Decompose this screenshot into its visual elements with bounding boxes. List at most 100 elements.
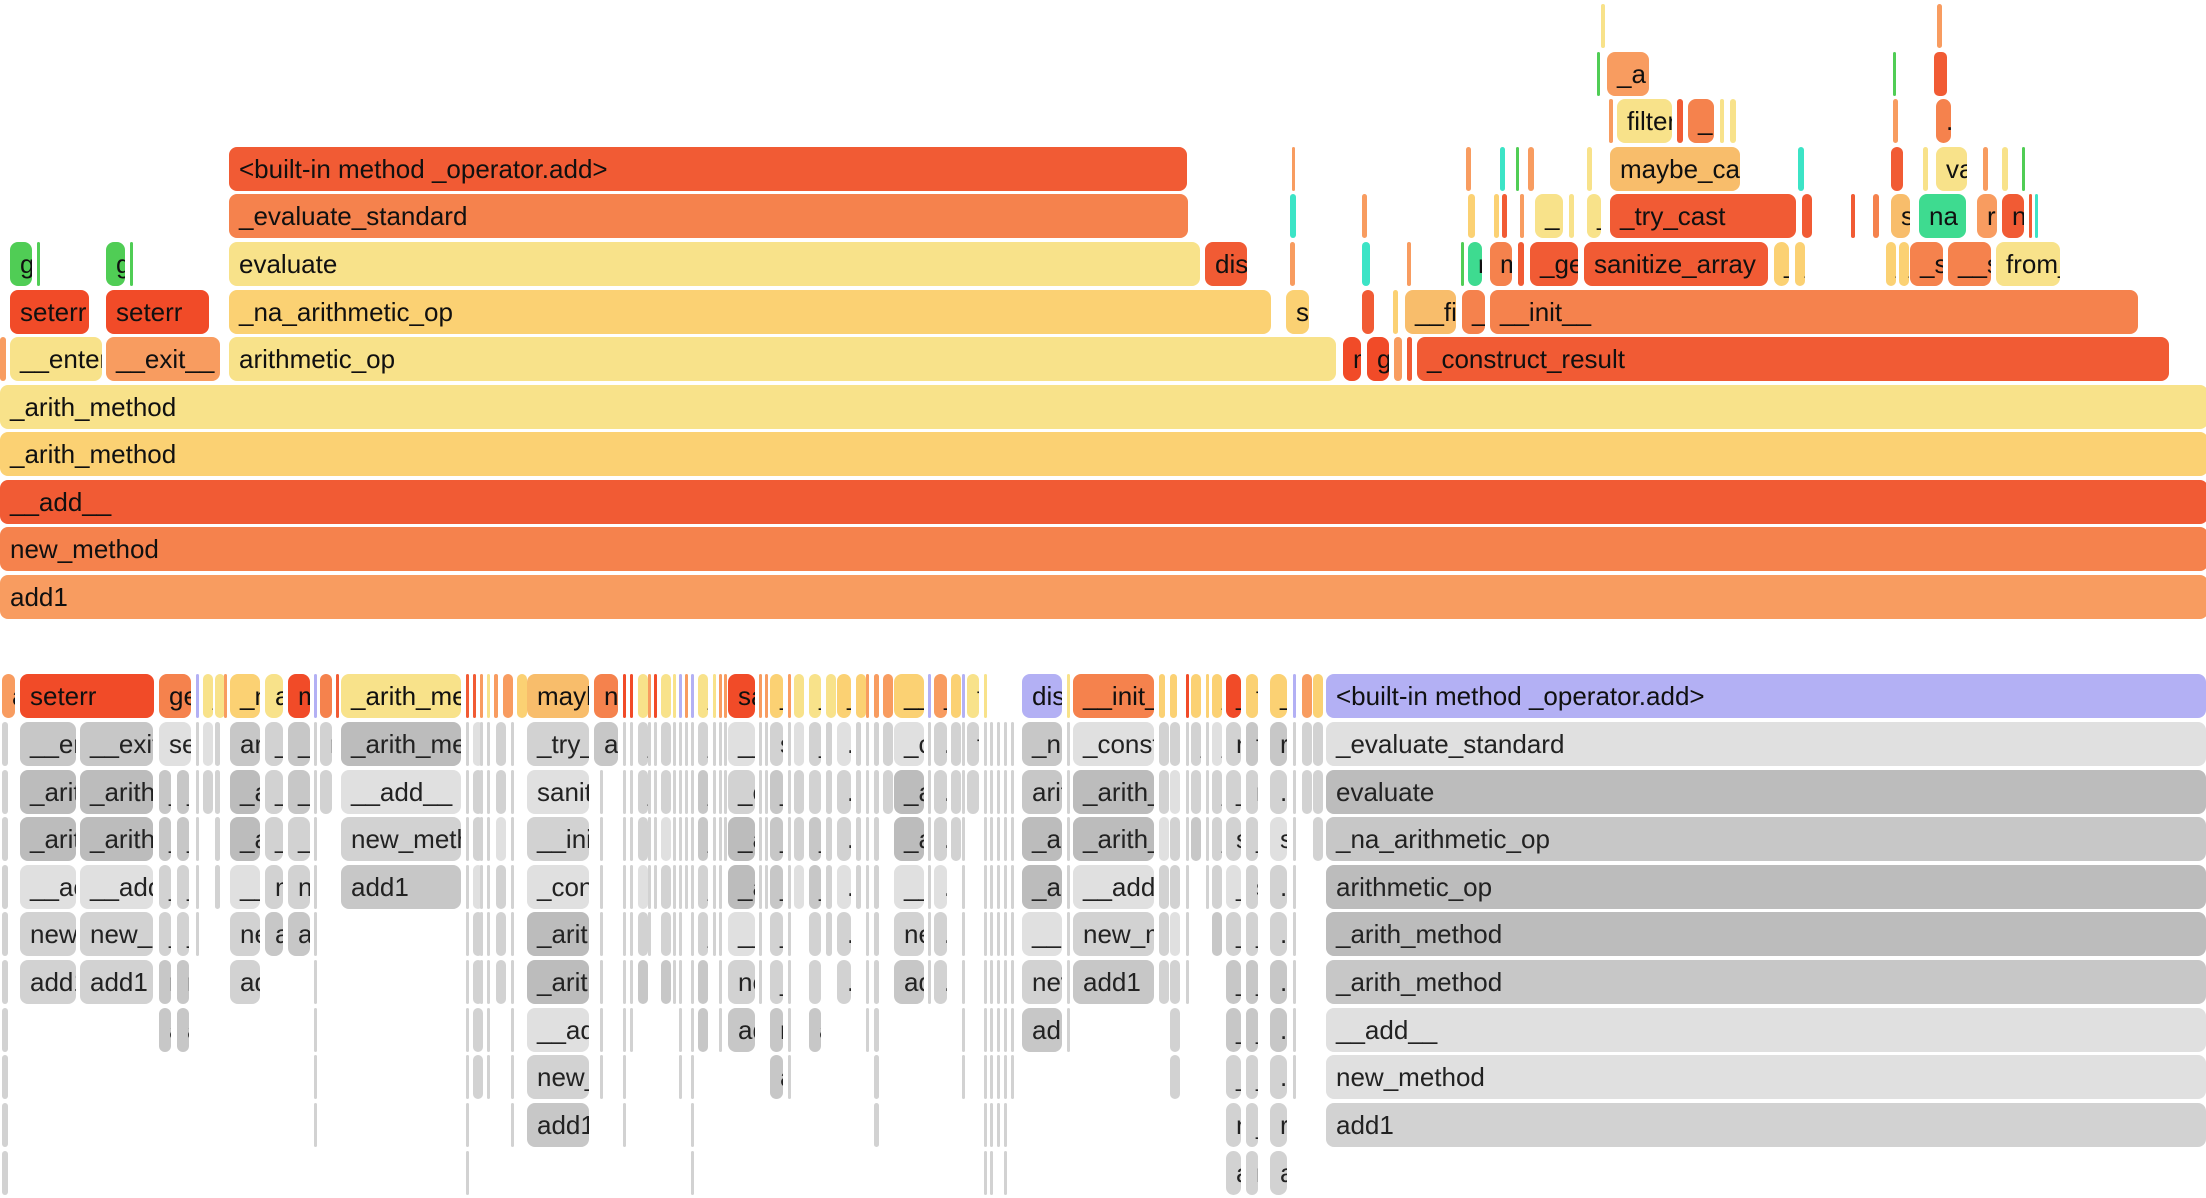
frame-sliver[interactable]: . xyxy=(320,674,332,718)
frame-sliver[interactable]: . xyxy=(215,674,225,718)
frame-sliver[interactable] xyxy=(673,865,676,909)
frame-sliver[interactable] xyxy=(691,722,694,766)
frame-sliver[interactable]: . xyxy=(1270,770,1287,814)
frame-sliver[interactable] xyxy=(1518,242,1524,286)
frame-maybe-cast-t[interactable]: maybe_cast_t xyxy=(1610,147,1740,191)
frame-sliver[interactable] xyxy=(1407,337,1412,381)
frame-sliver[interactable] xyxy=(928,817,931,861)
frame-sliver[interactable] xyxy=(1206,865,1209,909)
frame-sliver[interactable] xyxy=(1159,674,1165,718)
frame-a[interactable]: _a xyxy=(1607,52,1649,96)
frame-new-r[interactable]: new_r xyxy=(527,1055,589,1099)
frame-sliver[interactable] xyxy=(984,770,987,814)
frame-sliver[interactable]: . xyxy=(661,674,671,718)
frame-sliver[interactable] xyxy=(480,865,483,909)
frame-sliver[interactable] xyxy=(984,865,987,909)
frame-sliver[interactable]: . xyxy=(826,674,836,718)
frame-sliver[interactable] xyxy=(1004,960,1007,1004)
frame-sliver[interactable]: . xyxy=(661,722,671,766)
frame-sliver[interactable]: _ xyxy=(265,770,283,814)
frame-sliver[interactable] xyxy=(719,960,722,1004)
frame-sliver[interactable]: _ xyxy=(770,817,783,861)
frame-m[interactable]: m xyxy=(1246,770,1258,814)
frame-sliver[interactable] xyxy=(480,770,483,814)
frame-sliver[interactable]: . xyxy=(837,817,851,861)
frame-f[interactable]: f xyxy=(967,674,979,718)
frame-sliver[interactable] xyxy=(866,960,869,1004)
frame-sliver[interactable]: . xyxy=(883,674,893,718)
frame-sliver[interactable]: _ xyxy=(698,722,708,766)
frame-sliver[interactable] xyxy=(1206,674,1209,718)
frame-sliver[interactable] xyxy=(866,674,869,718)
frame-sliver[interactable]: . xyxy=(1170,817,1180,861)
frame-arith[interactable]: _arith xyxy=(527,960,589,1004)
frame-sliver[interactable]: . xyxy=(320,770,332,814)
frame-sliver[interactable]: . xyxy=(1170,865,1180,909)
frame-sliver[interactable]: _ xyxy=(1535,194,1563,238)
frame-sliver[interactable] xyxy=(2029,194,2032,238)
frame-sliver[interactable] xyxy=(1468,194,1475,238)
frame-sliver[interactable] xyxy=(466,1055,469,1099)
frame-g[interactable]: g xyxy=(10,242,32,286)
frame-sliver[interactable] xyxy=(1206,770,1209,814)
frame-sliver[interactable]: . xyxy=(1270,865,1287,909)
frame-sliver[interactable]: _ xyxy=(177,865,189,909)
frame-a[interactable]: a xyxy=(770,1055,783,1099)
frame-arith[interactable]: _arith_ xyxy=(80,770,153,814)
frame-init[interactable]: __init xyxy=(527,817,589,861)
frame-sliver[interactable]: . xyxy=(951,817,961,861)
frame-sliver[interactable]: . xyxy=(496,770,506,814)
frame-sliver[interactable] xyxy=(962,912,965,956)
frame-n[interactable]: n xyxy=(265,865,283,909)
frame-sliver[interactable] xyxy=(511,912,514,956)
frame-sliver[interactable] xyxy=(630,722,633,766)
frame-s[interactable]: s xyxy=(1226,817,1241,861)
frame-sliver[interactable] xyxy=(1067,817,1070,861)
frame-sliver[interactable] xyxy=(826,912,832,956)
frame-sliver[interactable] xyxy=(1067,912,1070,956)
frame-evaluate-standard[interactable]: _evaluate_standard xyxy=(229,194,1188,238)
frame-sliver[interactable] xyxy=(874,1008,879,1052)
frame-sliver[interactable]: . xyxy=(496,912,506,956)
frame-sliver[interactable] xyxy=(691,1055,694,1099)
frame-sliver[interactable] xyxy=(1011,770,1014,814)
frame-sliver[interactable]: _ xyxy=(1191,722,1201,766)
frame-sliver[interactable] xyxy=(466,817,469,861)
frame-sliver[interactable] xyxy=(196,674,199,718)
frame-na-arithmetic-op[interactable]: _na_arithmetic_op xyxy=(1326,817,2206,861)
frame-sliver[interactable] xyxy=(691,770,694,814)
frame-sliver[interactable] xyxy=(990,1103,993,1147)
frame-disp[interactable]: disp xyxy=(1205,242,1247,286)
frame-sliver[interactable] xyxy=(866,865,869,909)
frame-arith-method[interactable]: _arith_method xyxy=(1326,960,2206,1004)
frame-sliver[interactable] xyxy=(1293,865,1296,909)
frame-sliver[interactable] xyxy=(997,817,1000,861)
frame-sliver[interactable] xyxy=(487,1008,490,1052)
frame-sliver[interactable] xyxy=(623,674,626,718)
frame-fi[interactable]: __fi xyxy=(1405,290,1456,334)
frame-sliver[interactable] xyxy=(648,722,651,766)
frame-s[interactable]: s xyxy=(1270,817,1287,861)
frame-sliver[interactable] xyxy=(962,817,965,861)
frame-sliver[interactable]: . xyxy=(473,865,483,909)
frame-sliver[interactable] xyxy=(997,1103,1000,1147)
frame-sliver[interactable]: _ xyxy=(1246,960,1258,1004)
frame-sliver[interactable] xyxy=(2022,147,2025,191)
frame-sliver[interactable] xyxy=(788,770,791,814)
frame-sliver[interactable] xyxy=(874,722,879,766)
frame-sliver[interactable] xyxy=(826,770,832,814)
frame-sliver[interactable]: . xyxy=(837,770,851,814)
frame-sliver[interactable] xyxy=(962,674,965,718)
frame-sliver[interactable] xyxy=(196,817,199,861)
frame-sliver[interactable] xyxy=(466,674,469,718)
frame-a[interactable]: __a xyxy=(894,865,924,909)
frame-sliver[interactable]: __ xyxy=(1212,817,1222,861)
frame-sliver[interactable]: . xyxy=(203,770,213,814)
frame-sliver[interactable] xyxy=(1011,960,1014,1004)
frame-add1[interactable]: add1 xyxy=(527,1103,589,1147)
frame-sliver[interactable] xyxy=(648,817,651,861)
frame-sliver[interactable] xyxy=(1292,147,1295,191)
frame-sliver[interactable] xyxy=(215,817,220,861)
frame-sliver[interactable]: . xyxy=(1302,770,1312,814)
frame-sliver[interactable] xyxy=(679,1008,682,1052)
